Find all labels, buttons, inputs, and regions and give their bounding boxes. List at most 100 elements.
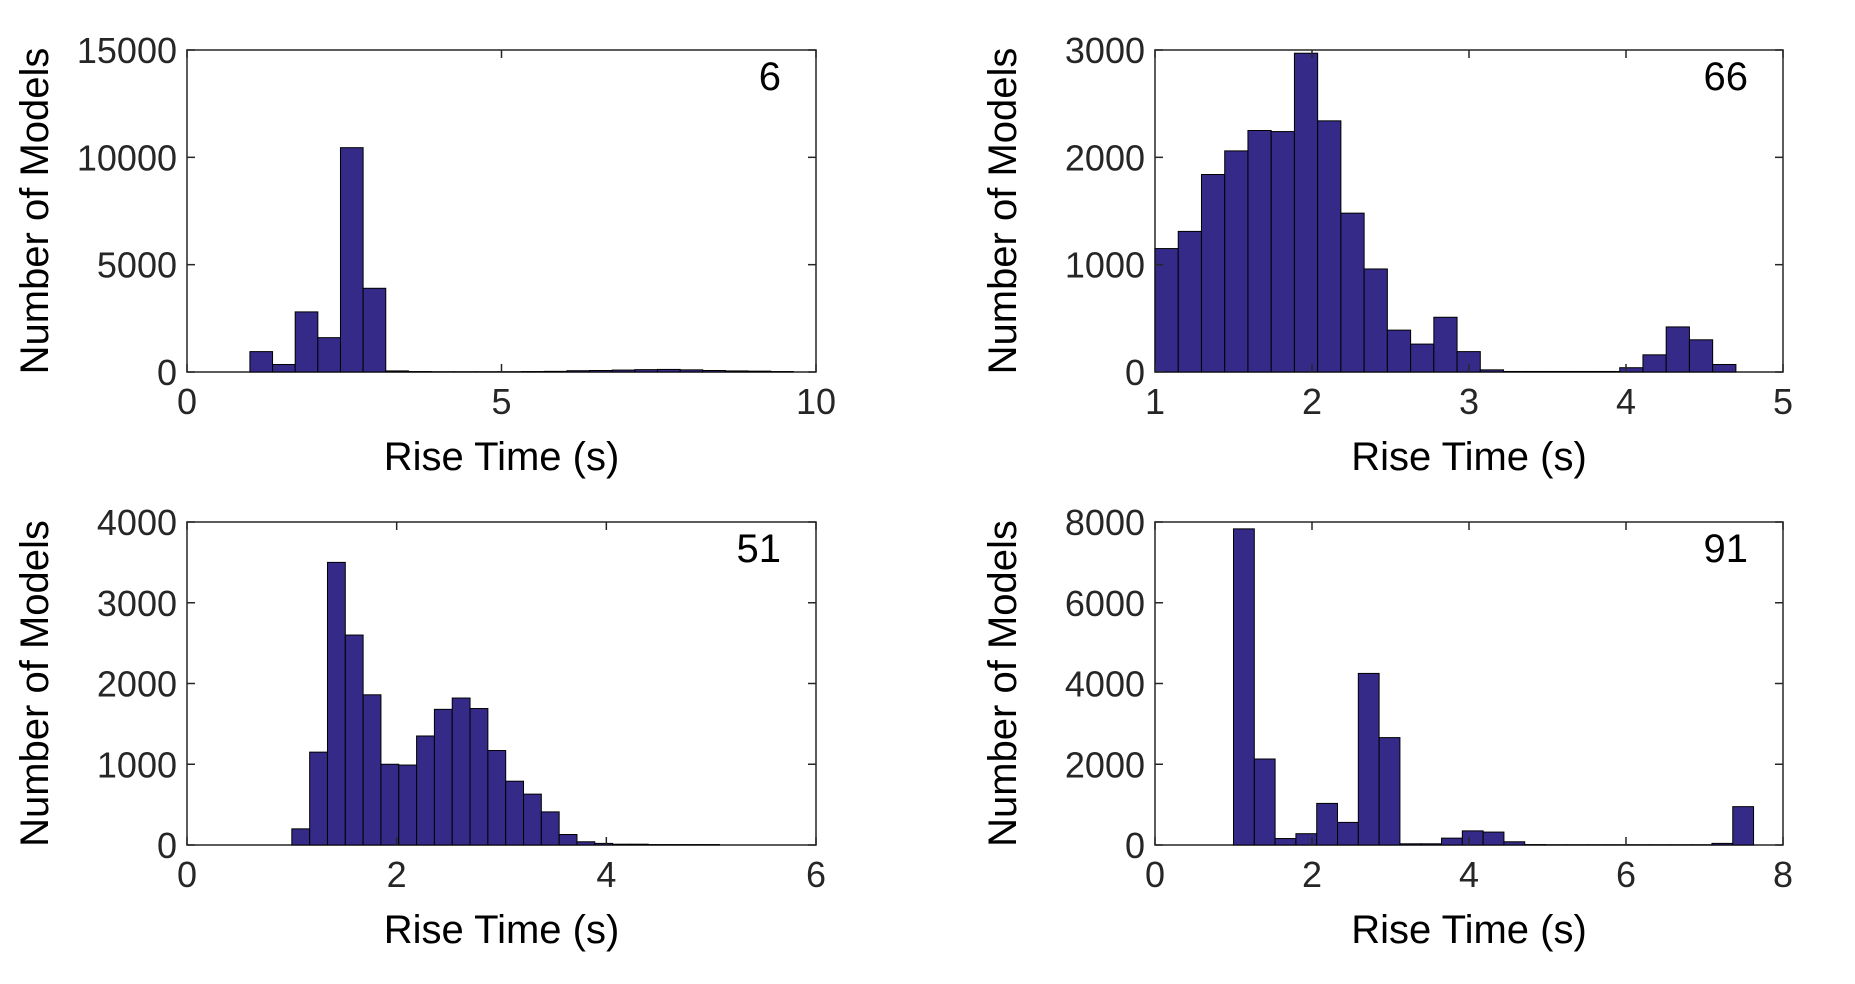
- histogram-bar: [540, 811, 560, 846]
- x-axis-label: Rise Time (s): [384, 435, 620, 479]
- x-axis-label: Rise Time (s): [1351, 435, 1587, 479]
- histogram-bar: [747, 370, 772, 373]
- histogram-bar: [416, 735, 435, 846]
- panel-number: 51: [737, 527, 782, 571]
- x-tick-label: 0: [177, 381, 197, 422]
- histogram-bar: [1420, 843, 1443, 846]
- histogram-bar: [1433, 316, 1458, 373]
- panel-number: 6: [759, 55, 781, 99]
- y-tick-label: 1000: [97, 744, 177, 785]
- histogram-bar: [1316, 802, 1339, 846]
- histogram-bar: [344, 634, 364, 846]
- y-axis-label: Number of Models: [981, 520, 1025, 847]
- x-tick-label: 8: [1773, 854, 1793, 895]
- y-tick-label: 4000: [1065, 664, 1145, 705]
- x-tick-label: 4: [1616, 381, 1636, 422]
- histogram-bar: [612, 843, 631, 846]
- y-tick-label: 0: [157, 825, 177, 866]
- x-tick-label: 2: [1302, 381, 1322, 422]
- y-tick-label: 0: [1125, 825, 1145, 866]
- y-tick-label: 15000: [77, 30, 177, 71]
- x-axis-label: Rise Time (s): [1351, 908, 1587, 952]
- y-axis-label: Number of Models: [13, 520, 57, 847]
- histogram-bar: [1233, 528, 1255, 846]
- histogram-bar: [1295, 833, 1318, 846]
- histogram-bar: [1441, 837, 1463, 846]
- y-tick-label: 4000: [97, 502, 177, 543]
- histogram-bar: [362, 694, 382, 846]
- histogram-bar: [505, 780, 525, 846]
- histogram-bar: [362, 287, 387, 373]
- histogram-bar: [576, 841, 596, 846]
- chart-panel-2: 1 2 3 4 5 0 1000 2000 3000 Rise Time (s) Number of…: [981, 30, 1793, 479]
- histogram-bar: [339, 147, 364, 373]
- y-tick-label: 5000: [97, 245, 177, 286]
- histogram-bar: [1619, 367, 1644, 373]
- histogram-bar: [1461, 830, 1484, 846]
- x-tick-label: 5: [1773, 381, 1793, 422]
- histogram-bar: [1378, 737, 1401, 846]
- chart-panel-4: 0 2 4 6 8 0 2000 4000 6000 8000 Rise Time (s) Numbe…: [981, 502, 1793, 952]
- y-tick-label: 2000: [1065, 744, 1145, 785]
- histogram-bar: [594, 842, 614, 846]
- histogram-bar: [558, 834, 578, 846]
- histogram-bar: [1200, 174, 1226, 373]
- histogram-bar: [1357, 672, 1380, 846]
- histogram-bar: [1711, 842, 1734, 846]
- y-tick-label: 8000: [1065, 502, 1145, 543]
- histogram-bar: [1337, 821, 1359, 846]
- panel-number: 66: [1704, 55, 1749, 99]
- y-tick-label: 3000: [97, 583, 177, 624]
- x-tick-label: 4: [596, 854, 616, 895]
- histogram-bar: [385, 370, 409, 373]
- x-tick-label: 1: [1145, 381, 1165, 422]
- axes-box: [186, 49, 817, 373]
- histogram-bar: [1479, 369, 1505, 373]
- histogram-bar: [291, 828, 311, 846]
- histogram-bar: [523, 793, 542, 846]
- histogram-bar: [1363, 268, 1388, 373]
- y-axis-label: Number of Models: [981, 48, 1025, 375]
- x-axis-label: Rise Time (s): [384, 908, 620, 952]
- y-axis-label: Number of Models: [13, 48, 57, 375]
- histogram-bar: [543, 370, 568, 373]
- x-tick-label: 6: [806, 854, 826, 895]
- x-tick-label: 0: [177, 854, 197, 895]
- histogram-bar: [1274, 838, 1297, 846]
- histogram-bar: [294, 311, 319, 373]
- chart-panel-1: 0 5 10 0 5000 10000 15000 Rise Time (s) Number o…: [13, 30, 836, 479]
- y-tick-label: 0: [157, 352, 177, 393]
- histogram-bar: [1665, 326, 1690, 373]
- histogram-bar: [487, 750, 507, 846]
- histogram-bar: [398, 764, 418, 846]
- histogram-bar: [249, 351, 274, 373]
- histogram-bar: [679, 369, 704, 373]
- histogram-bar: [1732, 806, 1755, 846]
- histogram-bar: [611, 369, 636, 373]
- y-tick-label: 2000: [1065, 137, 1145, 178]
- y-tick-label: 3000: [1065, 30, 1145, 71]
- x-tick-label: 4: [1459, 854, 1479, 895]
- histogram-bar: [309, 751, 328, 846]
- histogram-bar: [1482, 831, 1505, 846]
- histogram-bar: [272, 363, 296, 373]
- histogram-bar: [1526, 370, 1551, 373]
- histogram-bar: [702, 369, 726, 373]
- chart-panel-3: 0 2 4 6 0 1000 2000 3000 4000 Rise Time (s) Number…: [13, 502, 826, 952]
- x-tick-label: 6: [1616, 854, 1636, 895]
- histogram-bar: [1253, 758, 1276, 846]
- histogram-bar: [656, 368, 681, 373]
- histogram-bar: [326, 561, 346, 846]
- y-tick-label: 2000: [97, 664, 177, 705]
- histogram-bar: [1177, 230, 1202, 373]
- histogram-bar: [469, 708, 489, 846]
- histogram-bar: [1688, 339, 1714, 373]
- histogram-bar: [1317, 120, 1342, 373]
- histogram-bar: [1270, 131, 1295, 373]
- histogram-bar: [1247, 130, 1272, 373]
- histogram-bar: [1595, 370, 1621, 373]
- panel-number: 91: [1704, 527, 1749, 571]
- histogram-bar: [317, 337, 341, 373]
- y-tick-label: 10000: [77, 137, 177, 178]
- histogram-bar: [1503, 370, 1528, 373]
